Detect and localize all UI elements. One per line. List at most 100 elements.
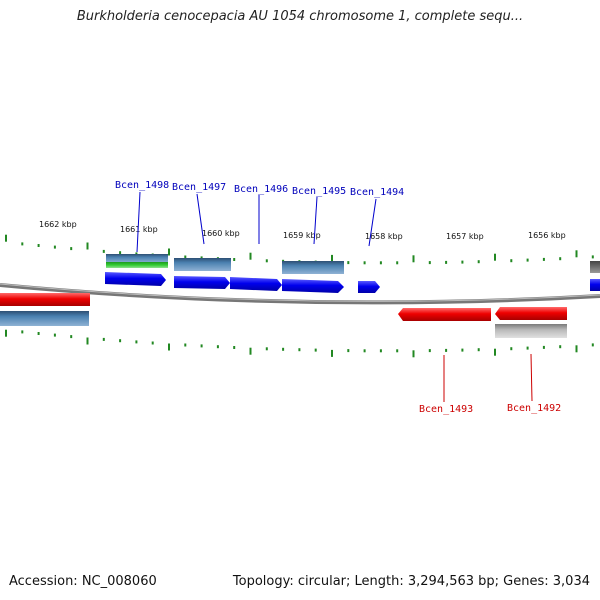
gene-arrow-edge[interactable] <box>590 279 600 291</box>
minor-tick <box>363 261 366 265</box>
minor-tick <box>445 348 448 352</box>
kbp-label: 1660 kbp <box>202 229 240 238</box>
minor-tick <box>396 349 399 353</box>
gene-arrow-bcen-1496[interactable] <box>230 277 282 291</box>
minor-tick <box>119 251 122 255</box>
minor-tick <box>200 344 203 348</box>
minor-tick <box>559 257 562 261</box>
minor-tick <box>102 249 105 253</box>
minor-tick <box>200 256 203 260</box>
minor-tick <box>216 345 219 349</box>
minor-tick <box>591 343 594 347</box>
major-tick <box>494 348 496 356</box>
inner-scale-ticks <box>5 329 594 358</box>
minor-tick <box>477 348 480 352</box>
minor-tick <box>233 346 236 349</box>
feature-bar[interactable] <box>282 261 344 274</box>
major-tick <box>86 337 89 345</box>
minor-tick <box>428 349 431 353</box>
minor-tick <box>428 261 431 265</box>
minor-tick <box>347 349 350 353</box>
minor-tick <box>461 348 464 352</box>
major-tick <box>86 242 89 250</box>
chromosome-backbone <box>0 283 600 305</box>
minor-tick <box>233 258 236 261</box>
gene-arrow-bcen-1492[interactable] <box>495 307 567 320</box>
minor-tick <box>510 347 513 351</box>
minor-tick <box>184 255 187 259</box>
chromosome-backbone-highlight <box>0 283 600 302</box>
minor-tick <box>151 341 154 345</box>
minor-tick <box>542 345 545 349</box>
minor-tick <box>102 337 105 341</box>
minor-tick <box>363 349 366 353</box>
gene-arrow-bcen-1497[interactable] <box>174 276 230 289</box>
major-tick <box>5 234 7 242</box>
kbp-scale-labels: 1662 kbp 1661 kbp 1660 kbp 1659 kbp 1658… <box>39 220 566 241</box>
minor-tick <box>379 261 382 265</box>
gene-label-bcen-1495[interactable]: Bcen_1495 <box>292 186 346 197</box>
gene-arrow-edge[interactable] <box>0 293 90 306</box>
minor-tick <box>265 347 268 351</box>
minor-tick <box>265 259 268 263</box>
minor-tick <box>119 339 122 343</box>
minor-tick <box>21 242 24 246</box>
kbp-label: 1658 kbp <box>365 232 403 241</box>
gene-label-bcen-1494[interactable]: Bcen_1494 <box>350 187 404 198</box>
minor-tick <box>70 335 73 339</box>
forward-strand-genes <box>105 272 600 293</box>
gene-label-bcen-1496[interactable]: Bcen_1496 <box>234 184 288 195</box>
feature-bar[interactable] <box>106 262 168 268</box>
minor-tick <box>526 258 529 262</box>
gene-arrow-bcen-1493[interactable] <box>398 308 491 321</box>
minor-tick <box>314 348 317 352</box>
minor-tick <box>347 261 350 265</box>
major-tick <box>168 343 170 351</box>
minor-tick <box>591 255 594 259</box>
feature-bar[interactable] <box>0 311 89 326</box>
minor-tick <box>396 261 399 265</box>
minor-tick <box>37 244 40 247</box>
major-tick <box>5 329 7 337</box>
gene-label-bcen-1492[interactable]: Bcen_1492 <box>507 403 561 414</box>
map-title: Burkholderia cenocepacia AU 1054 chromos… <box>76 9 524 24</box>
minor-tick <box>298 348 301 352</box>
lower-annotation-track <box>0 311 567 338</box>
minor-tick <box>135 340 138 344</box>
gene-label-bcen-1497[interactable]: Bcen_1497 <box>172 182 226 193</box>
major-tick <box>412 350 415 358</box>
kbp-label: 1662 kbp <box>39 220 77 229</box>
minor-tick <box>559 345 562 349</box>
accession-text: Accession: NC_008060 <box>9 574 157 589</box>
minor-tick <box>510 259 513 263</box>
gene-arrow-bcen-1498[interactable] <box>105 272 166 286</box>
gene-label-bcen-1498[interactable]: Bcen_1498 <box>115 180 169 191</box>
minor-tick <box>526 346 529 350</box>
minor-tick <box>21 330 24 334</box>
kbp-label: 1661 kbp <box>120 225 158 234</box>
major-tick <box>331 254 333 262</box>
major-tick <box>249 252 252 260</box>
major-tick <box>575 345 578 353</box>
topology-summary-text: Topology: circular; Length: 3,294,563 bp… <box>232 574 590 589</box>
feature-bar[interactable] <box>590 261 600 273</box>
minor-tick <box>37 332 40 335</box>
feature-bar[interactable] <box>495 324 567 338</box>
gene-arrow-bcen-1495[interactable] <box>282 279 344 293</box>
major-tick <box>249 347 252 355</box>
kbp-label: 1657 kbp <box>446 232 484 241</box>
major-tick <box>331 349 333 357</box>
minor-tick <box>53 245 56 249</box>
major-tick <box>412 255 415 263</box>
minor-tick <box>53 333 56 337</box>
minor-tick <box>542 257 545 261</box>
minor-tick <box>461 260 464 264</box>
feature-bar[interactable] <box>106 254 168 263</box>
gene-labels: Bcen_1498 Bcen_1497 Bcen_1496 Bcen_1495 … <box>115 180 561 415</box>
upper-annotation-track <box>106 254 600 274</box>
feature-bar[interactable] <box>174 258 231 271</box>
minor-tick <box>70 247 73 251</box>
gene-label-bcen-1493[interactable]: Bcen_1493 <box>419 404 473 415</box>
gene-arrow-bcen-1494[interactable] <box>358 281 380 293</box>
